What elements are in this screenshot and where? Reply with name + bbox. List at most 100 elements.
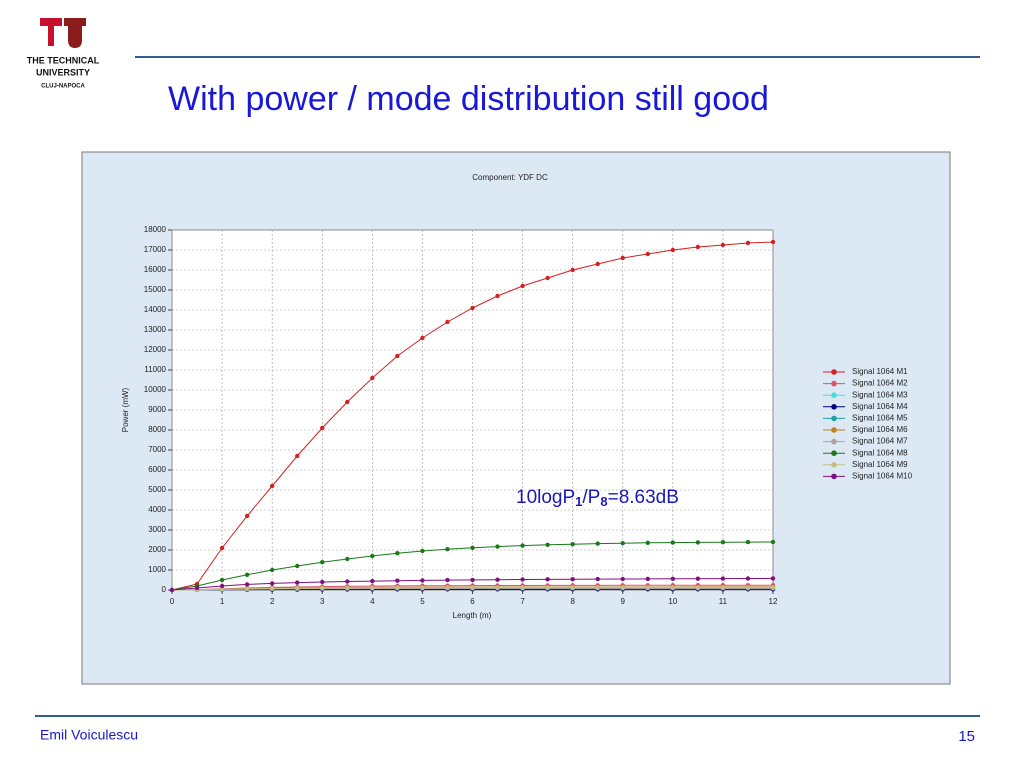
data-point: [269, 567, 275, 573]
annotation-part: 1: [575, 494, 582, 509]
data-point: [620, 585, 625, 590]
data-point: [219, 583, 225, 589]
data-point: [269, 586, 275, 591]
author: Emil Voiculescu: [40, 727, 138, 743]
data-point: [670, 576, 676, 581]
x-tick-label: 7: [520, 597, 525, 606]
data-point: [570, 577, 575, 582]
y-tick-label: 0: [162, 585, 167, 594]
data-point: [770, 585, 776, 590]
data-point: [620, 541, 625, 546]
data-point: [395, 578, 400, 583]
legend-marker: [831, 380, 837, 387]
y-tick-label: 1000: [148, 565, 166, 574]
data-point: [545, 542, 550, 547]
y-tick-label: 11000: [144, 365, 166, 374]
logo-mark: [64, 18, 86, 48]
data-point: [445, 585, 450, 590]
data-point: [420, 548, 425, 554]
data-point: [670, 247, 676, 253]
data-point: [770, 239, 776, 245]
data-point: [345, 556, 350, 562]
logo-text: UNIVERSITY: [36, 67, 90, 77]
data-point: [720, 242, 726, 248]
legend-label: Signal 1064 M4: [852, 402, 908, 411]
legend-label: Signal 1064 M8: [852, 448, 908, 457]
legend-marker: [831, 450, 837, 457]
x-tick-label: 4: [370, 597, 375, 606]
data-point: [695, 585, 701, 590]
data-point: [570, 267, 575, 273]
legend-label: Signal 1064 M6: [852, 425, 908, 434]
data-point: [645, 585, 650, 590]
data-point: [620, 255, 625, 261]
data-point: [520, 543, 525, 548]
data-point: [445, 547, 450, 552]
data-point: [645, 576, 650, 582]
data-point: [670, 540, 676, 545]
data-point: [745, 576, 751, 581]
data-point: [495, 585, 500, 590]
data-point: [520, 283, 525, 289]
y-tick-label: 16000: [144, 265, 167, 274]
legend-marker: [831, 392, 837, 399]
annotation-part: /P: [582, 487, 600, 508]
data-point: [520, 577, 525, 582]
x-tick-label: 9: [621, 597, 626, 606]
legend-marker: [831, 462, 837, 468]
legend-label: Signal 1064 M7: [852, 437, 908, 446]
data-point: [770, 539, 776, 545]
y-tick-label: 5000: [148, 485, 166, 494]
data-point: [695, 244, 701, 250]
data-point: [345, 579, 350, 584]
data-point: [395, 551, 400, 556]
x-tick-label: 10: [668, 597, 677, 606]
legend-marker: [831, 415, 837, 422]
data-point: [570, 542, 575, 547]
data-point: [244, 513, 250, 519]
data-point: [495, 293, 500, 299]
data-point: [370, 375, 375, 381]
data-point: [645, 540, 650, 545]
data-point: [295, 563, 300, 569]
x-tick-label: 0: [170, 597, 175, 606]
data-point: [545, 275, 550, 281]
data-point: [445, 577, 450, 583]
y-tick-label: 18000: [144, 225, 167, 234]
data-point: [420, 335, 425, 341]
data-point: [720, 585, 726, 590]
data-point: [495, 544, 500, 549]
y-tick-label: 4000: [148, 505, 166, 514]
data-point: [720, 576, 726, 581]
y-tick-label: 7000: [148, 445, 166, 454]
legend-label: Signal 1064 M2: [852, 379, 908, 388]
page-number: 15: [958, 728, 975, 745]
data-point: [295, 586, 300, 591]
data-point: [570, 585, 575, 590]
data-point: [370, 578, 375, 584]
data-point: [695, 540, 701, 545]
legend-marker: [831, 404, 837, 410]
data-point: [645, 251, 650, 257]
data-point: [720, 540, 726, 545]
data-point: [595, 585, 600, 590]
data-point: [695, 576, 701, 581]
data-point: [745, 539, 751, 545]
data-point: [620, 576, 625, 582]
legend-label: Signal 1064 M9: [852, 460, 908, 469]
data-point: [219, 545, 225, 551]
data-point: [470, 545, 475, 550]
legend-label: Signal 1064 M5: [852, 414, 908, 423]
y-tick-label: 9000: [148, 405, 166, 414]
data-point: [269, 483, 275, 489]
data-point: [595, 261, 600, 267]
data-point: [745, 240, 751, 246]
data-point: [169, 587, 175, 593]
annotation-part: 8: [600, 494, 607, 509]
data-point: [420, 585, 425, 590]
x-tick-label: 1: [220, 597, 225, 606]
data-point: [244, 586, 250, 591]
data-point: [345, 399, 350, 405]
data-point: [420, 578, 425, 583]
legend-label: Signal 1064 M1: [852, 367, 908, 376]
